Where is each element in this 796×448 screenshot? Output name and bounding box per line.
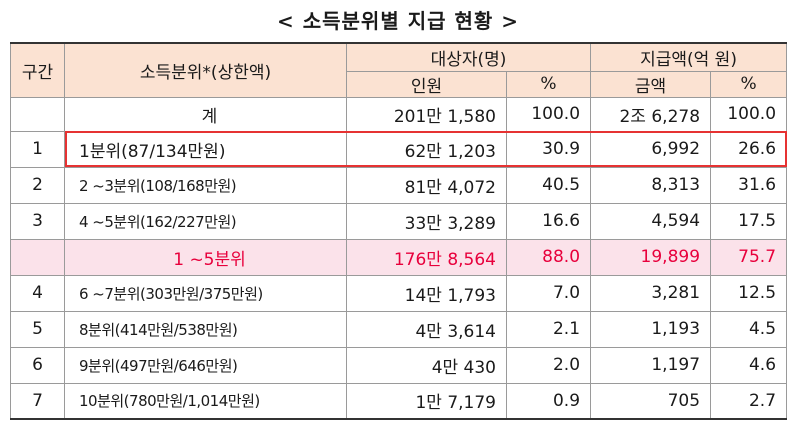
cell-pct1: 2.1 xyxy=(505,310,592,348)
cell-money: 4,594 xyxy=(590,202,712,240)
cell-pct2: 75.7 xyxy=(710,238,788,276)
header-money: 금액 xyxy=(590,70,712,98)
cell-pct2: 26.6 xyxy=(710,130,788,168)
header-row-1: 구간 소득분위*(상한액) 대상자(명) 지급액(억 원) xyxy=(10,42,788,98)
cell-pct2: 4.5 xyxy=(710,310,788,348)
cell-money: 2조 6,278 xyxy=(590,96,712,132)
cell-money: 3,281 xyxy=(590,274,712,312)
cell-gu: 1 xyxy=(10,130,65,168)
cell-bracket: 6 ~7분위(303만원/375만원) xyxy=(64,274,347,312)
cell-pct2: 17.5 xyxy=(710,202,788,240)
cell-pct2: 100.0 xyxy=(710,96,788,132)
cell-bracket: 1분위(87/134만원) xyxy=(64,130,347,168)
table-row-subtotal: 1 ~5분위 176만 8,564 88.0 19,899 75.7 xyxy=(10,238,788,276)
cell-persons: 4만 430 xyxy=(346,346,507,384)
cell-gu xyxy=(10,96,65,132)
table-row: 1 1분위(87/134만원) 62만 1,203 30.9 6,992 26.… xyxy=(10,130,788,168)
cell-bracket: 9분위(497만원/646만원) xyxy=(64,346,347,384)
cell-bracket: 4 ~5분위(162/227만원) xyxy=(64,202,347,240)
cell-pct2: 2.7 xyxy=(710,382,788,420)
cell-pct1: 16.6 xyxy=(505,202,592,240)
cell-persons: 4만 3,614 xyxy=(346,310,507,348)
cell-bracket: 1 ~5분위 xyxy=(64,238,347,276)
cell-pct2: 31.6 xyxy=(710,166,788,204)
header-recipients: 대상자(명) xyxy=(345,42,592,72)
cell-pct1: 7.0 xyxy=(505,274,592,312)
table-row: 3 4 ~5분위(162/227만원) 33만 3,289 16.6 4,594… xyxy=(10,202,788,240)
cell-persons: 1만 7,179 xyxy=(346,382,507,420)
cell-pct2: 12.5 xyxy=(710,274,788,312)
cell-pct1: 2.0 xyxy=(505,346,592,384)
cell-gu: 7 xyxy=(10,382,65,420)
cell-gu: 4 xyxy=(10,274,65,312)
cell-persons: 176만 8,564 xyxy=(346,238,507,276)
header-amount: 지급액(억 원) xyxy=(590,42,788,72)
cell-gu: 5 xyxy=(10,310,65,348)
cell-persons: 62만 1,203 xyxy=(346,130,507,168)
cell-gu: 2 xyxy=(10,166,65,204)
cell-gu: 3 xyxy=(10,202,65,240)
cell-money: 19,899 xyxy=(590,238,712,276)
income-bracket-table: 구간 소득분위*(상한액) 대상자(명) 지급액(억 원) 인원 % 금액 % … xyxy=(10,42,788,420)
cell-bracket: 10분위(780만원/1,014만원) xyxy=(64,382,347,420)
cell-gu xyxy=(10,238,65,276)
cell-money: 1,197 xyxy=(590,346,712,384)
table-row: 6 9분위(497만원/646만원) 4만 430 2.0 1,197 4.6 xyxy=(10,346,788,384)
header-pct1: % xyxy=(505,70,592,98)
cell-pct1: 100.0 xyxy=(505,96,592,132)
cell-bracket: 계 xyxy=(64,96,347,132)
cell-persons: 201만 1,580 xyxy=(346,96,507,132)
table-row: 5 8분위(414만원/538만원) 4만 3,614 2.1 1,193 4.… xyxy=(10,310,788,348)
cell-pct1: 88.0 xyxy=(505,238,592,276)
table-row: 2 2 ~3분위(108/168만원) 81만 4,072 40.5 8,313… xyxy=(10,166,788,204)
header-persons: 인원 xyxy=(346,70,507,98)
cell-persons: 14만 1,793 xyxy=(346,274,507,312)
header-gu: 구간 xyxy=(10,42,65,98)
header-pct2: % xyxy=(710,70,788,98)
header-row-2: 인원 % 금액 % xyxy=(11,70,788,98)
cell-money: 1,193 xyxy=(590,310,712,348)
cell-money: 6,992 xyxy=(590,130,712,168)
cell-pct1: 0.9 xyxy=(505,382,592,420)
cell-money: 8,313 xyxy=(590,166,712,204)
page-title: < 소득분위별 지급 현황 > xyxy=(277,9,519,33)
table-row-total: 계 201만 1,580 100.0 2조 6,278 100.0 xyxy=(10,96,788,132)
cell-money: 705 xyxy=(590,382,712,420)
header-bracket: 소득분위*(상한액) xyxy=(64,42,347,98)
cell-bracket: 2 ~3분위(108/168만원) xyxy=(64,166,347,204)
cell-bracket: 8분위(414만원/538만원) xyxy=(64,310,347,348)
cell-pct1: 30.9 xyxy=(505,130,592,168)
cell-persons: 33만 3,289 xyxy=(346,202,507,240)
cell-persons: 81만 4,072 xyxy=(346,166,507,204)
table-row: 4 6 ~7분위(303만원/375만원) 14만 1,793 7.0 3,28… xyxy=(10,274,788,312)
cell-gu: 6 xyxy=(10,346,65,384)
cell-pct2: 4.6 xyxy=(710,346,788,384)
cell-pct1: 40.5 xyxy=(505,166,592,204)
table-row: 7 10분위(780만원/1,014만원) 1만 7,179 0.9 705 2… xyxy=(10,382,788,420)
